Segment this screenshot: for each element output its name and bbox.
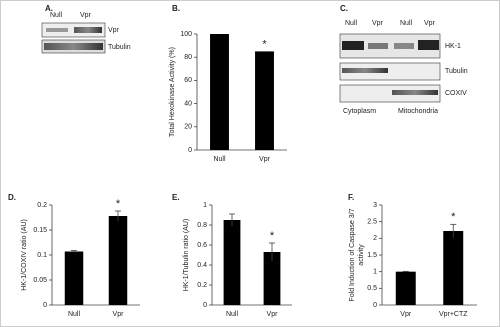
fraction-label: Mitochondria [398, 108, 438, 115]
lane-label: Vpr [372, 20, 384, 27]
y-tick-label: 1 [203, 202, 207, 209]
lane-label: Vpr [424, 20, 436, 27]
y-tick-label: 40 [184, 100, 192, 107]
band [342, 41, 364, 50]
y-tick-label: 80 [184, 54, 192, 61]
lane-label: Null [345, 20, 358, 27]
error-bar [229, 213, 235, 226]
y-tick-label: 0 [203, 302, 207, 309]
annotation: * [262, 38, 267, 50]
bar [395, 271, 416, 305]
panel-letter: F. [348, 193, 354, 202]
bar [210, 34, 229, 150]
bar [255, 51, 274, 150]
bar [64, 251, 84, 305]
band-label: HK-1 [445, 43, 461, 50]
annotation: * [116, 198, 121, 210]
y-tick-label: 0.1 [37, 252, 47, 259]
y-axis-label: Total Hexokinase Activity (%) [169, 47, 176, 137]
x-tick-label: Null [68, 311, 81, 318]
bar [443, 231, 464, 305]
x-tick-label: Null [226, 311, 239, 318]
band [368, 43, 388, 49]
y-tick-label: 100 [180, 31, 192, 38]
blot-strip [41, 22, 106, 38]
fraction-label: Cytoplasm [343, 108, 376, 115]
error-bar [450, 223, 457, 238]
x-tick-label: Vpr [113, 311, 125, 318]
panel-letter: B. [172, 4, 180, 13]
band [392, 90, 438, 95]
band-label: COXIV [445, 90, 467, 97]
y-tick-label: 0.6 [197, 242, 207, 249]
y-axis-label: HK-1/COXIV ratio (AU) [21, 219, 28, 291]
blot-a: A. Null Vpr Vpr Tubulin [41, 4, 131, 54]
panel-letter: D. [8, 193, 16, 202]
y-tick-label: 0.5 [367, 285, 377, 292]
band [44, 43, 103, 50]
band-label: Vpr [108, 27, 120, 34]
lane-label: Null [400, 20, 413, 27]
y-tick-label: 60 [184, 77, 192, 84]
y-tick-label: 0.15 [33, 227, 47, 234]
y-tick-label: 0 [188, 147, 192, 154]
y-tick-label: 0 [43, 302, 47, 309]
y-tick-label: 0.2 [197, 282, 207, 289]
error-bar [402, 270, 409, 272]
lane-label: Null [50, 12, 63, 19]
x-tick-label: Vpr [259, 156, 271, 163]
y-tick-label: 2 [373, 235, 377, 242]
y-tick-label: 0.4 [197, 262, 207, 269]
y-tick-label: 0 [373, 302, 377, 309]
bar [108, 216, 128, 305]
band-label: Tubulin [445, 68, 468, 75]
band [46, 28, 68, 32]
y-axis-label: Fold Induction of Caspase 3/7 [349, 208, 356, 301]
blot-c: C. Null Vpr Null Vpr HK-1 Tubulin COXIV … [339, 4, 468, 115]
y-tick-label: 0.05 [33, 277, 47, 284]
x-tick-label: Vpr [267, 311, 279, 318]
band [394, 43, 414, 49]
panel-letter: C. [340, 4, 348, 13]
y-tick-label: 1 [373, 269, 377, 276]
y-tick-label: 0.2 [37, 202, 47, 209]
y-tick-label: 3 [373, 202, 377, 209]
blot-strip [339, 62, 441, 81]
x-tick-label: Vpr+CTZ [439, 311, 468, 318]
error-bar [71, 250, 77, 253]
lane-label: Vpr [80, 12, 92, 19]
panel-letter: E. [172, 193, 180, 202]
y-tick-label: 1.5 [367, 252, 377, 259]
bar [263, 252, 281, 305]
y-tick-label: 2.5 [367, 219, 377, 226]
band-label: Tubulin [108, 44, 131, 51]
error-bar [269, 242, 275, 261]
annotation: * [451, 211, 456, 223]
band [74, 27, 102, 33]
error-bar [115, 210, 121, 221]
x-tick-label: Vpr [400, 311, 412, 318]
y-tick-label: 0.8 [197, 222, 207, 229]
annotation: * [270, 230, 275, 242]
x-tick-label: Null [213, 156, 226, 163]
y-axis-label: activity [358, 244, 365, 266]
bar [223, 220, 241, 305]
panel-letter: A. [45, 4, 53, 13]
band [342, 68, 388, 73]
blot-strip [339, 84, 441, 103]
y-axis-label: HK-1/Tubulin ratio (AU) [183, 219, 190, 292]
y-tick-label: 20 [184, 124, 192, 131]
band [418, 40, 439, 50]
